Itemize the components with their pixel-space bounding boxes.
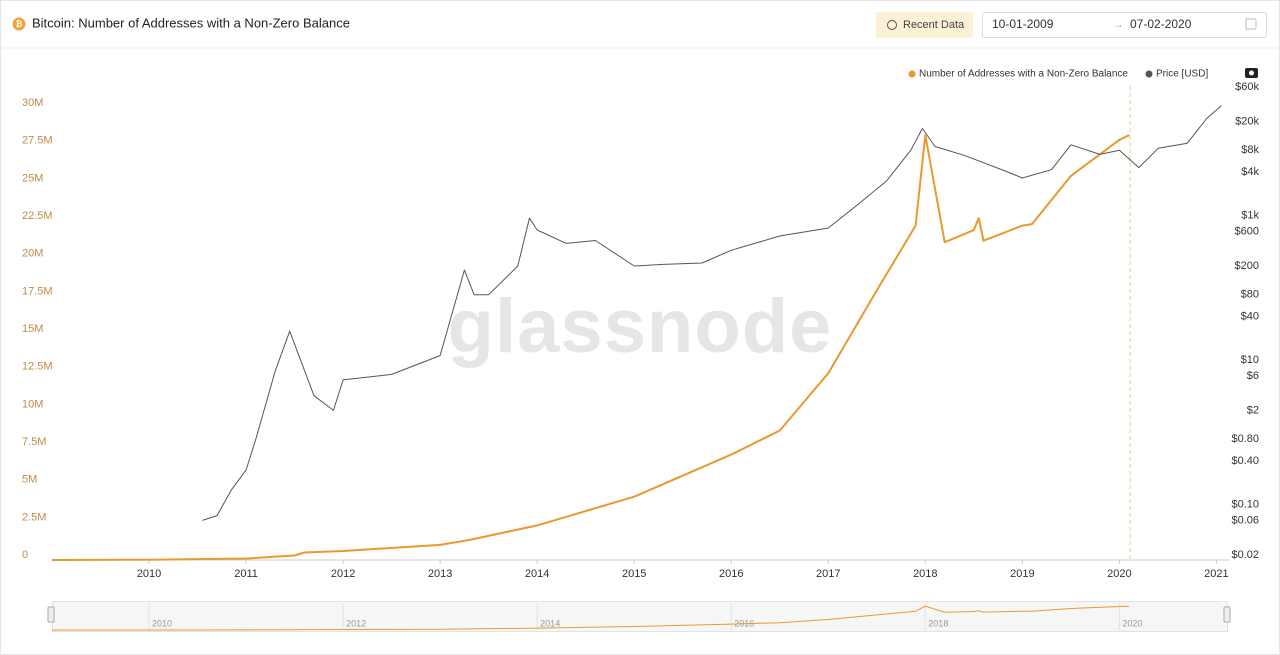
info-icon — [887, 20, 897, 30]
y2-tick-label: $600 — [1235, 225, 1259, 237]
x-tick-label: 2017 — [816, 568, 840, 580]
y-tick-label: 5M — [22, 474, 37, 486]
y-tick-label: 0 — [22, 549, 28, 561]
y2-tick-label: $10 — [1241, 354, 1259, 366]
y-tick-label: 7.5M — [22, 436, 46, 448]
navigator-tick-label: 2014 — [540, 618, 560, 628]
y2-tick-label: $20k — [1235, 115, 1259, 127]
camera-lens — [1249, 70, 1254, 76]
y-tick-label: 2.5M — [22, 511, 46, 523]
chart-title: Bitcoin: Number of Addresses with a Non-… — [32, 15, 350, 30]
x-tick-label: 2012 — [331, 568, 355, 580]
y2-tick-label: $0.02 — [1231, 549, 1259, 561]
legend-swatch — [908, 70, 916, 78]
y2-tick-label: $0.80 — [1231, 433, 1259, 445]
date-from[interactable]: 10-01-2009 — [992, 17, 1054, 31]
navigator-tick-label: 2020 — [1122, 618, 1142, 628]
legend-swatch — [1145, 70, 1153, 78]
y-tick-label: 17.5M — [22, 285, 53, 297]
navigator-handle-right[interactable] — [1223, 606, 1231, 623]
series-line — [202, 105, 1222, 521]
legend-label: Price [USD] — [1156, 69, 1208, 80]
navigator-tick-label: 2018 — [928, 618, 948, 628]
y2-tick-label: $60k — [1235, 81, 1259, 93]
x-tick-label: 2018 — [913, 568, 937, 580]
navigator-line — [52, 605, 1130, 631]
y-tick-label: 25M — [22, 172, 43, 184]
date-to[interactable]: 07-02-2020 — [1130, 17, 1192, 31]
y2-tick-label: $40 — [1241, 310, 1259, 322]
y-tick-label: 22.5M — [22, 210, 53, 222]
y-tick-label: 30M — [22, 97, 43, 109]
navigator[interactable] — [52, 601, 1228, 632]
y2-tick-label: $6 — [1247, 370, 1259, 382]
y2-tick-label: $8k — [1241, 144, 1259, 156]
y-tick-label: 27.5M — [22, 135, 53, 147]
x-tick-label: 2019 — [1010, 568, 1034, 580]
bitcoin-icon-glyph: ₿ — [16, 20, 23, 29]
y2-tick-label: $1k — [1241, 209, 1259, 221]
navigator-handle-left[interactable] — [47, 606, 55, 623]
x-tick-label: 2020 — [1107, 568, 1131, 580]
date-range-input[interactable] — [982, 12, 1267, 38]
bitcoin-icon — [12, 17, 26, 31]
navigator-tick-label: 2010 — [152, 618, 172, 628]
y2-tick-label: $4k — [1241, 166, 1259, 178]
x-tick-label: 2011 — [234, 568, 258, 580]
x-tick-label: 2015 — [622, 568, 646, 580]
y-tick-label: 12.5M — [22, 361, 53, 373]
watermark: glassnode — [448, 284, 833, 369]
x-tick-label: 2010 — [137, 568, 161, 580]
series-line — [51, 134, 1130, 561]
x-tick-label: 2016 — [719, 568, 743, 580]
navigator-tick-label: 2012 — [346, 618, 366, 628]
y-tick-label: 15M — [22, 323, 43, 335]
y2-tick-label: $0.40 — [1231, 455, 1259, 467]
y2-tick-label: $2 — [1247, 404, 1259, 416]
recent-data-button[interactable] — [876, 12, 973, 38]
y-tick-label: 20M — [22, 248, 43, 260]
x-tick-label: 2021 — [1204, 568, 1228, 580]
y-tick-label: 10M — [22, 398, 43, 410]
legend-label: Number of Addresses with a Non-Zero Bala… — [919, 69, 1128, 80]
x-tick-label: 2014 — [525, 568, 549, 580]
recent-data-label[interactable]: Recent Data — [903, 19, 965, 31]
y2-tick-label: $0.06 — [1231, 514, 1259, 526]
y2-tick-label: $0.10 — [1231, 498, 1259, 510]
date-arrow: → — [1112, 17, 1124, 31]
calendar-icon[interactable] — [1245, 18, 1257, 30]
y2-tick-label: $80 — [1241, 289, 1259, 301]
x-tick-label: 2013 — [428, 568, 452, 580]
y2-tick-label: $200 — [1235, 260, 1259, 272]
